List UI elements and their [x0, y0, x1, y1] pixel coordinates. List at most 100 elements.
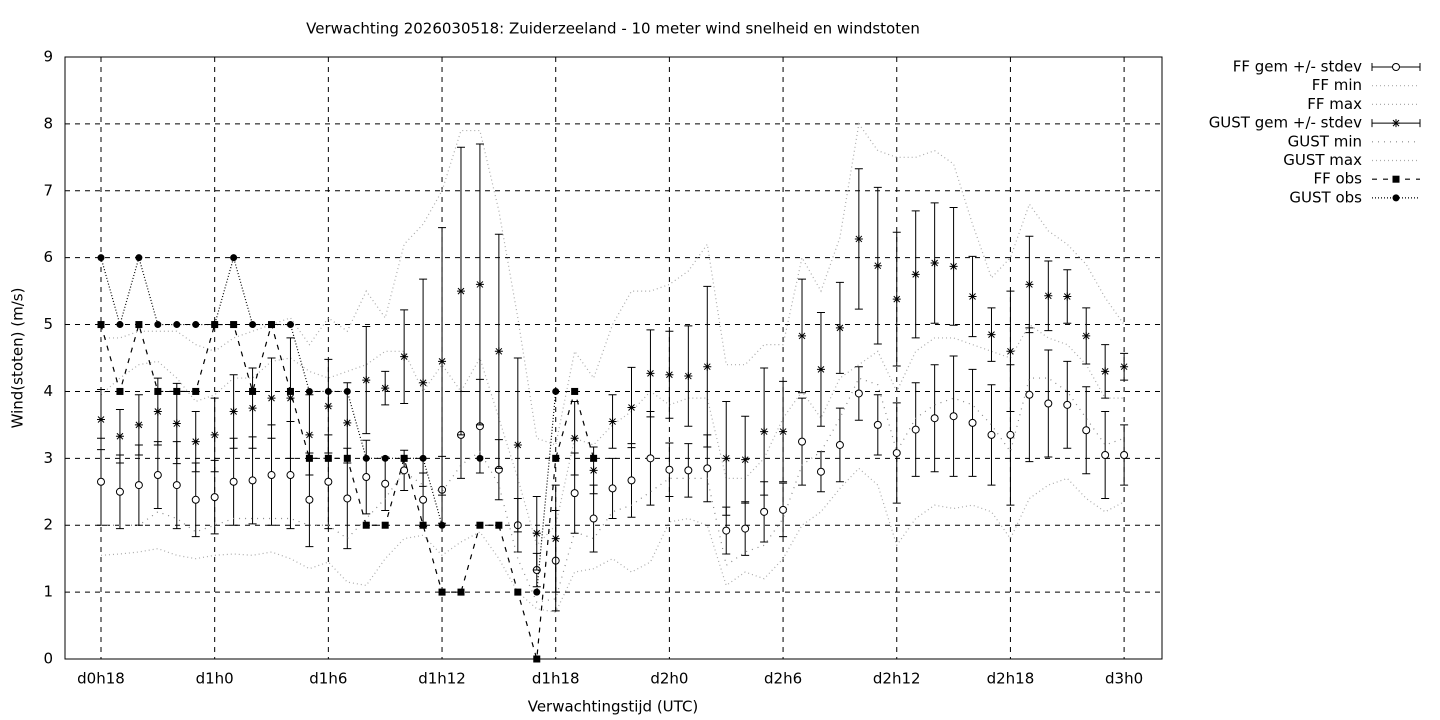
marker: [1006, 347, 1015, 356]
marker: [816, 467, 825, 476]
legend-label: GUST max: [1283, 151, 1362, 169]
x-axis-label: Verwachtingstijd (UTC): [528, 698, 699, 716]
marker: [97, 254, 105, 262]
marker: [249, 321, 257, 329]
marker: [268, 321, 276, 329]
marker: [343, 387, 351, 395]
marker: [286, 394, 295, 403]
legend-marker: [1392, 175, 1400, 183]
marker: [153, 471, 162, 480]
legend-label: FF gem +/- stdev: [1233, 58, 1362, 76]
marker: [798, 331, 807, 340]
marker: [590, 454, 598, 462]
marker: [230, 321, 238, 329]
y-axis-label: Wind(stoten) (m/s): [9, 288, 27, 429]
marker: [324, 477, 333, 486]
x-tick-label: d1h6: [309, 670, 347, 688]
marker: [570, 489, 579, 498]
marker: [476, 521, 484, 529]
marker: [684, 372, 693, 381]
marker: [343, 418, 352, 427]
marker: [703, 362, 712, 371]
marker: [97, 321, 105, 329]
plot-frame: [64, 56, 1163, 660]
x-tick-label: d3h0: [1105, 670, 1143, 688]
marker: [267, 471, 276, 480]
marker: [230, 254, 238, 262]
x-tick-label: d0h18: [77, 670, 125, 688]
x-tick-label: d2h6: [764, 670, 802, 688]
marker: [494, 347, 503, 356]
marker: [438, 588, 446, 596]
marker: [987, 430, 996, 439]
marker: [722, 526, 731, 535]
marker: [608, 417, 617, 426]
marker: [438, 357, 447, 366]
marker: [305, 430, 314, 439]
marker: [892, 295, 901, 304]
marker: [362, 376, 371, 385]
marker: [192, 321, 200, 329]
marker: [533, 655, 541, 663]
marker: [305, 454, 313, 462]
marker: [438, 521, 446, 529]
marker: [172, 481, 181, 490]
marker: [362, 454, 370, 462]
chart-title: Verwachting 2026030518: Zuiderzeeland - …: [306, 20, 920, 38]
marker: [1120, 450, 1129, 459]
marker: [135, 321, 143, 329]
marker: [229, 477, 238, 486]
marker: [381, 479, 390, 488]
y-tick-label: 0: [43, 650, 53, 668]
marker: [854, 389, 863, 398]
marker: [400, 352, 409, 361]
marker: [343, 454, 351, 462]
marker: [210, 493, 219, 502]
marker: [798, 437, 807, 446]
marker: [741, 455, 750, 464]
x-tick-label: d2h12: [873, 670, 921, 688]
legend-label: GUST gem +/- stdev: [1209, 114, 1362, 132]
marker: [533, 588, 541, 596]
marker: [760, 427, 769, 436]
marker: [286, 321, 294, 329]
marker: [248, 404, 257, 413]
marker: [475, 280, 484, 289]
marker: [930, 259, 939, 268]
marker: [949, 262, 958, 271]
marker: [968, 292, 977, 301]
marker: [154, 321, 162, 329]
marker: [419, 521, 427, 529]
x-tick-label: d1h18: [532, 670, 580, 688]
marker: [153, 407, 162, 416]
legend-label: GUST min: [1288, 132, 1362, 150]
marker: [115, 432, 124, 441]
marker: [665, 465, 674, 474]
marker: [684, 466, 693, 475]
legend-marker: [1392, 119, 1400, 128]
marker: [892, 448, 901, 457]
marker: [741, 524, 750, 533]
marker: [324, 454, 332, 462]
marker: [722, 454, 731, 463]
marker: [703, 464, 712, 473]
y-tick-label: 1: [43, 583, 53, 601]
marker: [192, 387, 200, 395]
marker: [154, 387, 162, 395]
marker: [229, 407, 238, 416]
marker: [627, 403, 636, 412]
marker: [343, 494, 352, 503]
marker: [760, 507, 769, 516]
legend-label: GUST obs: [1289, 188, 1362, 206]
legend-marker: [1392, 63, 1400, 71]
marker: [173, 387, 181, 395]
marker: [987, 330, 996, 339]
marker: [381, 454, 389, 462]
marker: [1101, 367, 1110, 376]
marker: [1063, 400, 1072, 409]
marker: [570, 434, 579, 443]
marker: [1044, 291, 1053, 300]
marker: [248, 476, 257, 485]
marker: [816, 365, 825, 374]
